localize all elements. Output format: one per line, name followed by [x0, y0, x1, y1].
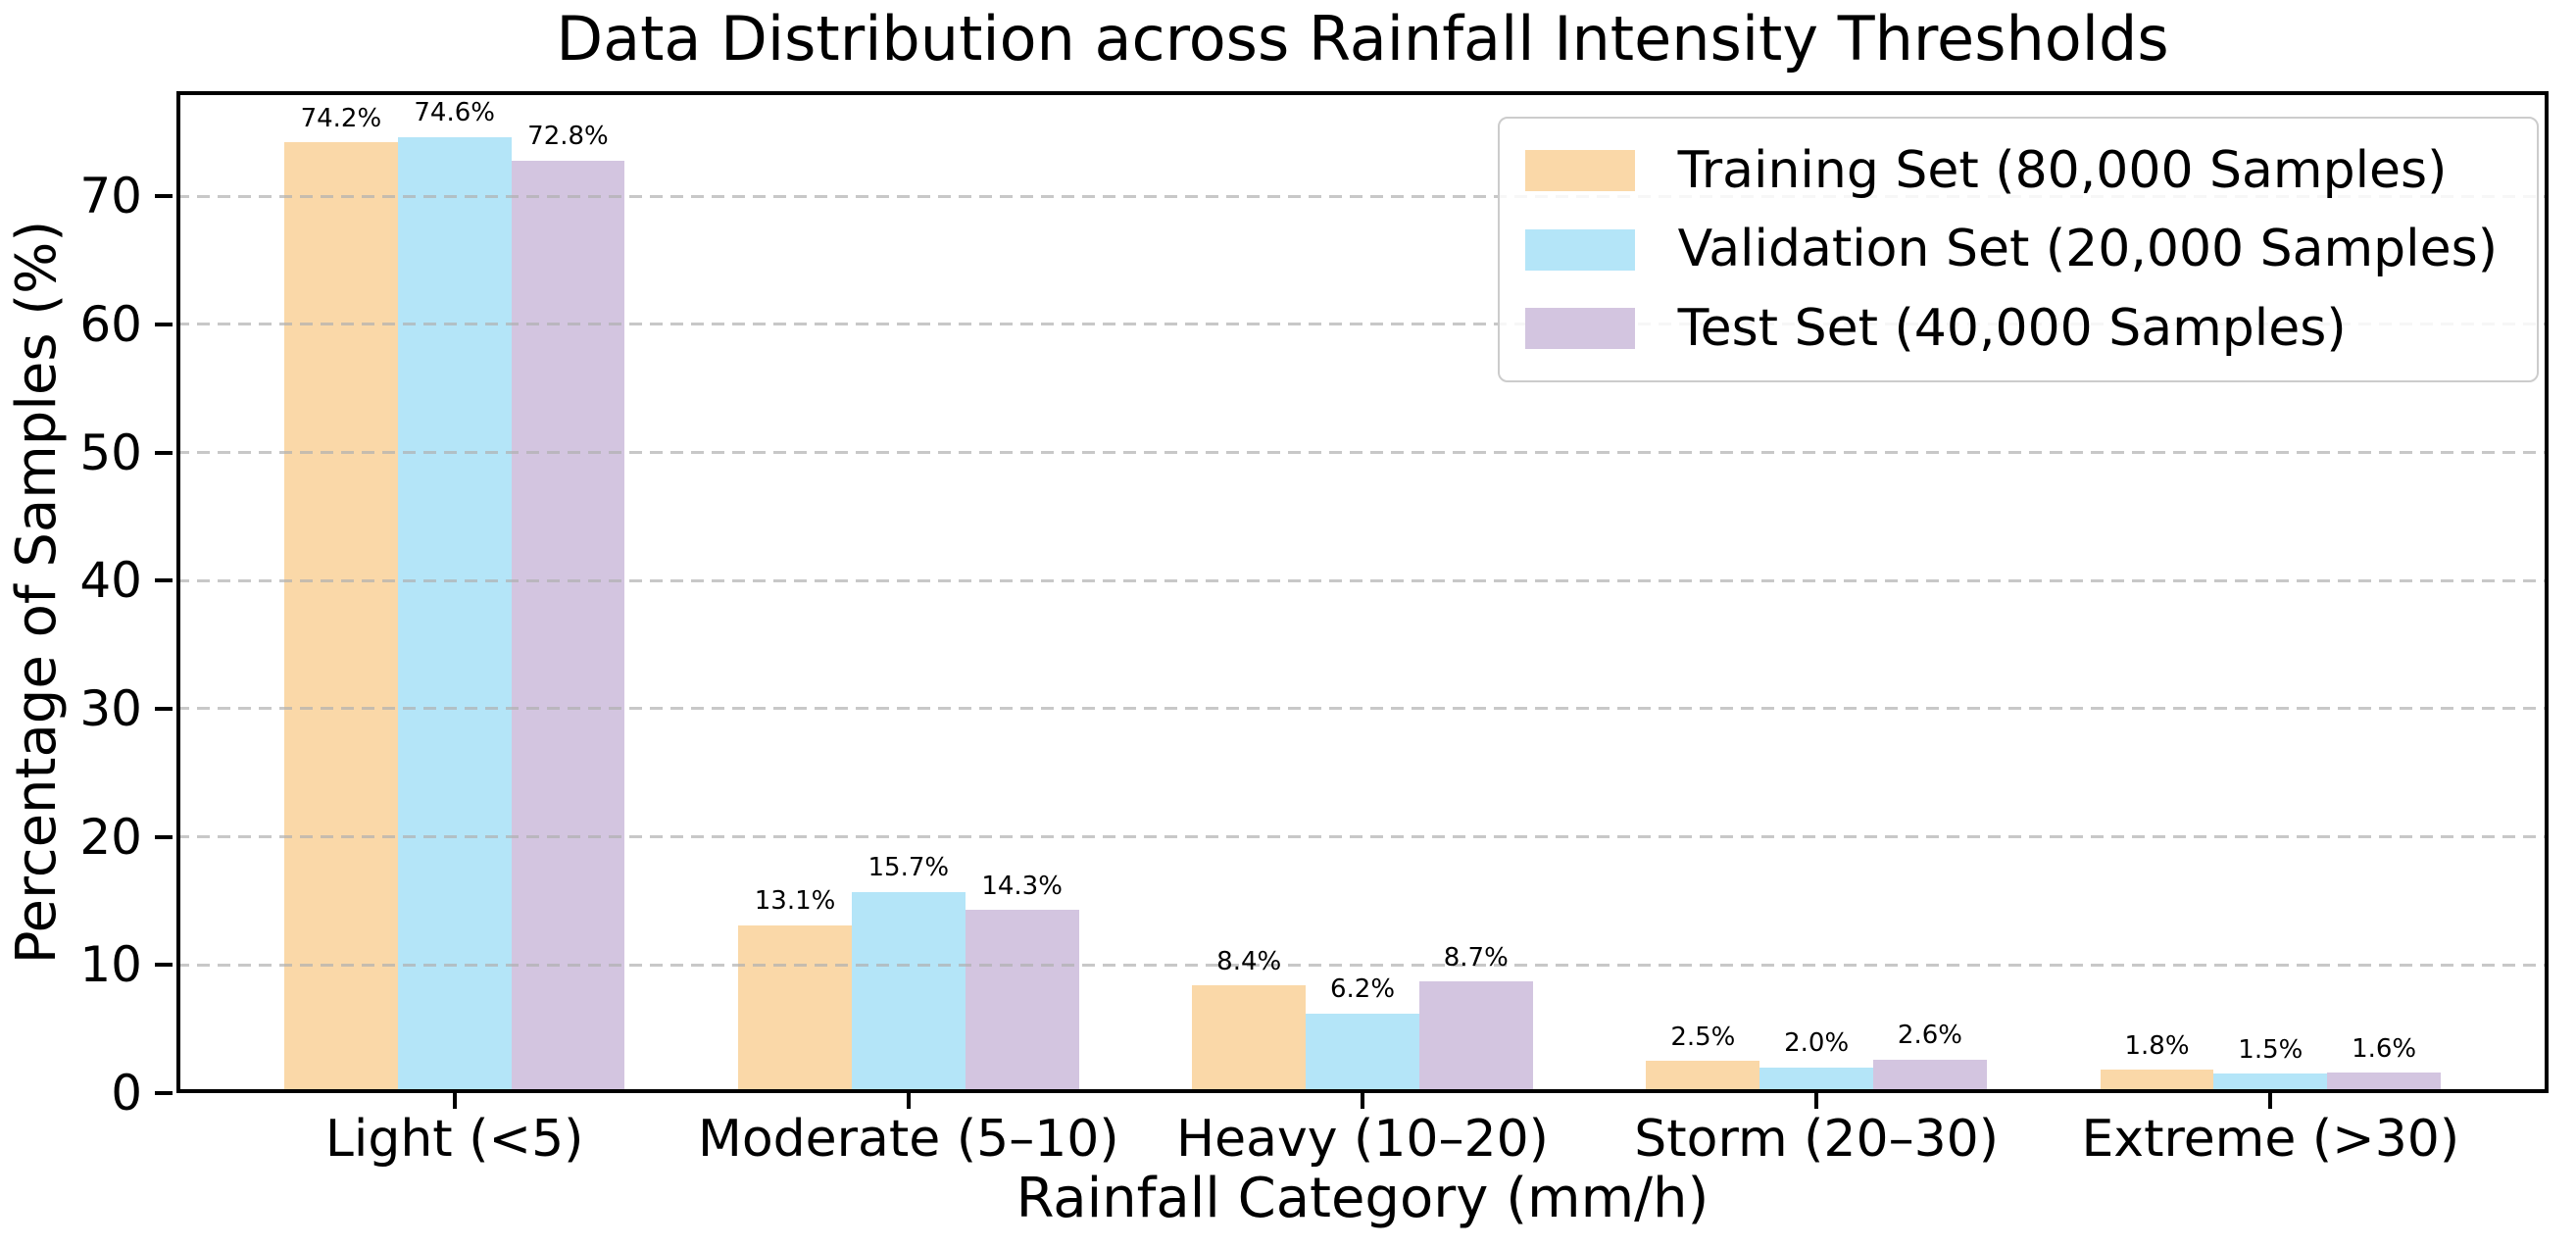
legend-label-2: Test Set (40,000 Samples): [1677, 298, 2347, 358]
bar-value-series0-cat3: 2.5%: [1670, 1022, 1736, 1052]
gridline-y-20: [176, 835, 2549, 839]
top-spine: [176, 91, 2549, 95]
gridline-y-50: [176, 451, 2549, 455]
bar-series2-cat2: [1418, 981, 1533, 1093]
bar-series0-cat3: [1646, 1061, 1760, 1093]
plot-area: Training Set (80,000 Samples) Validation …: [79, 91, 2549, 1169]
x-tick-4: [2268, 1093, 2273, 1109]
bar-value-series0-cat1: 13.1%: [754, 886, 836, 917]
x-axis-spine: [176, 1089, 2549, 1093]
bar-value-series1-cat4: 1.5%: [2238, 1034, 2304, 1065]
x-tick-label-2: Heavy (10–20): [1176, 1110, 1549, 1169]
bar-series1-cat4: [2213, 1073, 2328, 1093]
legend-swatch-1: [1524, 228, 1635, 271]
y-tick-label-50: 50: [79, 424, 142, 481]
bar-value-series2-cat4: 1.6%: [2352, 1033, 2417, 1064]
y-tick-label-0: 0: [111, 1065, 142, 1122]
x-tick-label-4: Extreme (>30): [2081, 1110, 2460, 1169]
bar-series0-cat4: [2100, 1070, 2214, 1093]
bar-series1-cat3: [1759, 1067, 1874, 1093]
bar-series1-cat1: [851, 891, 966, 1093]
gridline-y-40: [176, 578, 2549, 582]
bar-value-series0-cat0: 74.2%: [300, 103, 382, 133]
bar-series2-cat3: [1873, 1060, 1987, 1093]
y-tick-60: [155, 322, 173, 326]
y-tick-30: [155, 706, 173, 711]
legend-row-0: Training Set (80,000 Samples): [1524, 140, 2498, 201]
y-tick-50: [155, 450, 173, 455]
y-axis-spine: [176, 91, 180, 1093]
x-tick-2: [1361, 1093, 1364, 1109]
bar-series2-cat4: [2327, 1073, 2441, 1093]
legend-swatch-2: [1524, 307, 1635, 349]
bar-series1-cat2: [1306, 1013, 1419, 1093]
right-spine: [2545, 91, 2549, 1093]
x-tick-label-0: Light (<5): [324, 1110, 584, 1169]
gridline-y-60: [176, 323, 2549, 326]
x-tick-3: [1814, 1093, 1819, 1109]
legend-row-1: Validation Set (20,000 Samples): [1524, 219, 2498, 279]
bar-series0-cat2: [1192, 985, 1307, 1093]
y-tick-40: [155, 578, 173, 583]
legend-swatch-0: [1524, 150, 1635, 192]
y-tick-label-20: 20: [79, 808, 142, 866]
legend-label-0: Training Set (80,000 Samples): [1677, 141, 2448, 200]
y-tick-label-30: 30: [79, 679, 142, 737]
gridline-y-30: [176, 707, 2549, 711]
bar-value-series2-cat3: 2.6%: [1897, 1021, 1962, 1051]
bar-value-series2-cat2: 8.7%: [1443, 942, 1509, 973]
legend: Training Set (80,000 Samples) Validation …: [1497, 117, 2539, 383]
bar-value-series1-cat1: 15.7%: [867, 853, 950, 883]
y-tick-label-10: 10: [79, 936, 142, 994]
x-tick-1: [906, 1093, 911, 1109]
y-tick-label-40: 40: [79, 552, 142, 610]
bar-series0-cat0: [284, 142, 398, 1093]
bar-value-series1-cat3: 2.0%: [1784, 1028, 1850, 1059]
x-tick-0: [452, 1093, 457, 1109]
gridline-y-10: [176, 963, 2549, 967]
legend-row-2: Test Set (40,000 Samples): [1524, 298, 2498, 359]
x-tick-label-1: Moderate (5–10): [697, 1110, 1119, 1169]
bar-value-series1-cat0: 74.6%: [414, 98, 495, 128]
x-tick-label-3: Storm (20–30): [1634, 1110, 2000, 1169]
y-tick-70: [155, 194, 173, 199]
y-tick-label-70: 70: [79, 168, 142, 225]
chart-title: Data Distribution across Rainfall Intens…: [556, 3, 2169, 75]
y-tick-0: [155, 1091, 173, 1095]
legend-label-1: Validation Set (20,000 Samples): [1677, 220, 2498, 279]
bar-series1-cat0: [397, 137, 512, 1093]
bar-value-series0-cat4: 1.8%: [2124, 1030, 2190, 1061]
bar-value-series2-cat1: 14.3%: [981, 871, 1063, 901]
y-tick-10: [155, 963, 173, 968]
x-axis-label: Rainfall Category (mm/h): [1016, 1167, 1709, 1230]
bar-value-series1-cat2: 6.2%: [1329, 974, 1396, 1005]
y-tick-label-60: 60: [79, 295, 142, 353]
bar-series2-cat1: [965, 910, 1079, 1093]
bar-series2-cat0: [511, 160, 625, 1093]
bar-series0-cat1: [738, 924, 852, 1093]
bar-value-series0-cat2: 8.4%: [1216, 946, 1282, 976]
gridline-y-70: [176, 194, 2549, 198]
y-tick-20: [155, 834, 173, 839]
bar-value-series2-cat0: 72.8%: [527, 121, 609, 151]
